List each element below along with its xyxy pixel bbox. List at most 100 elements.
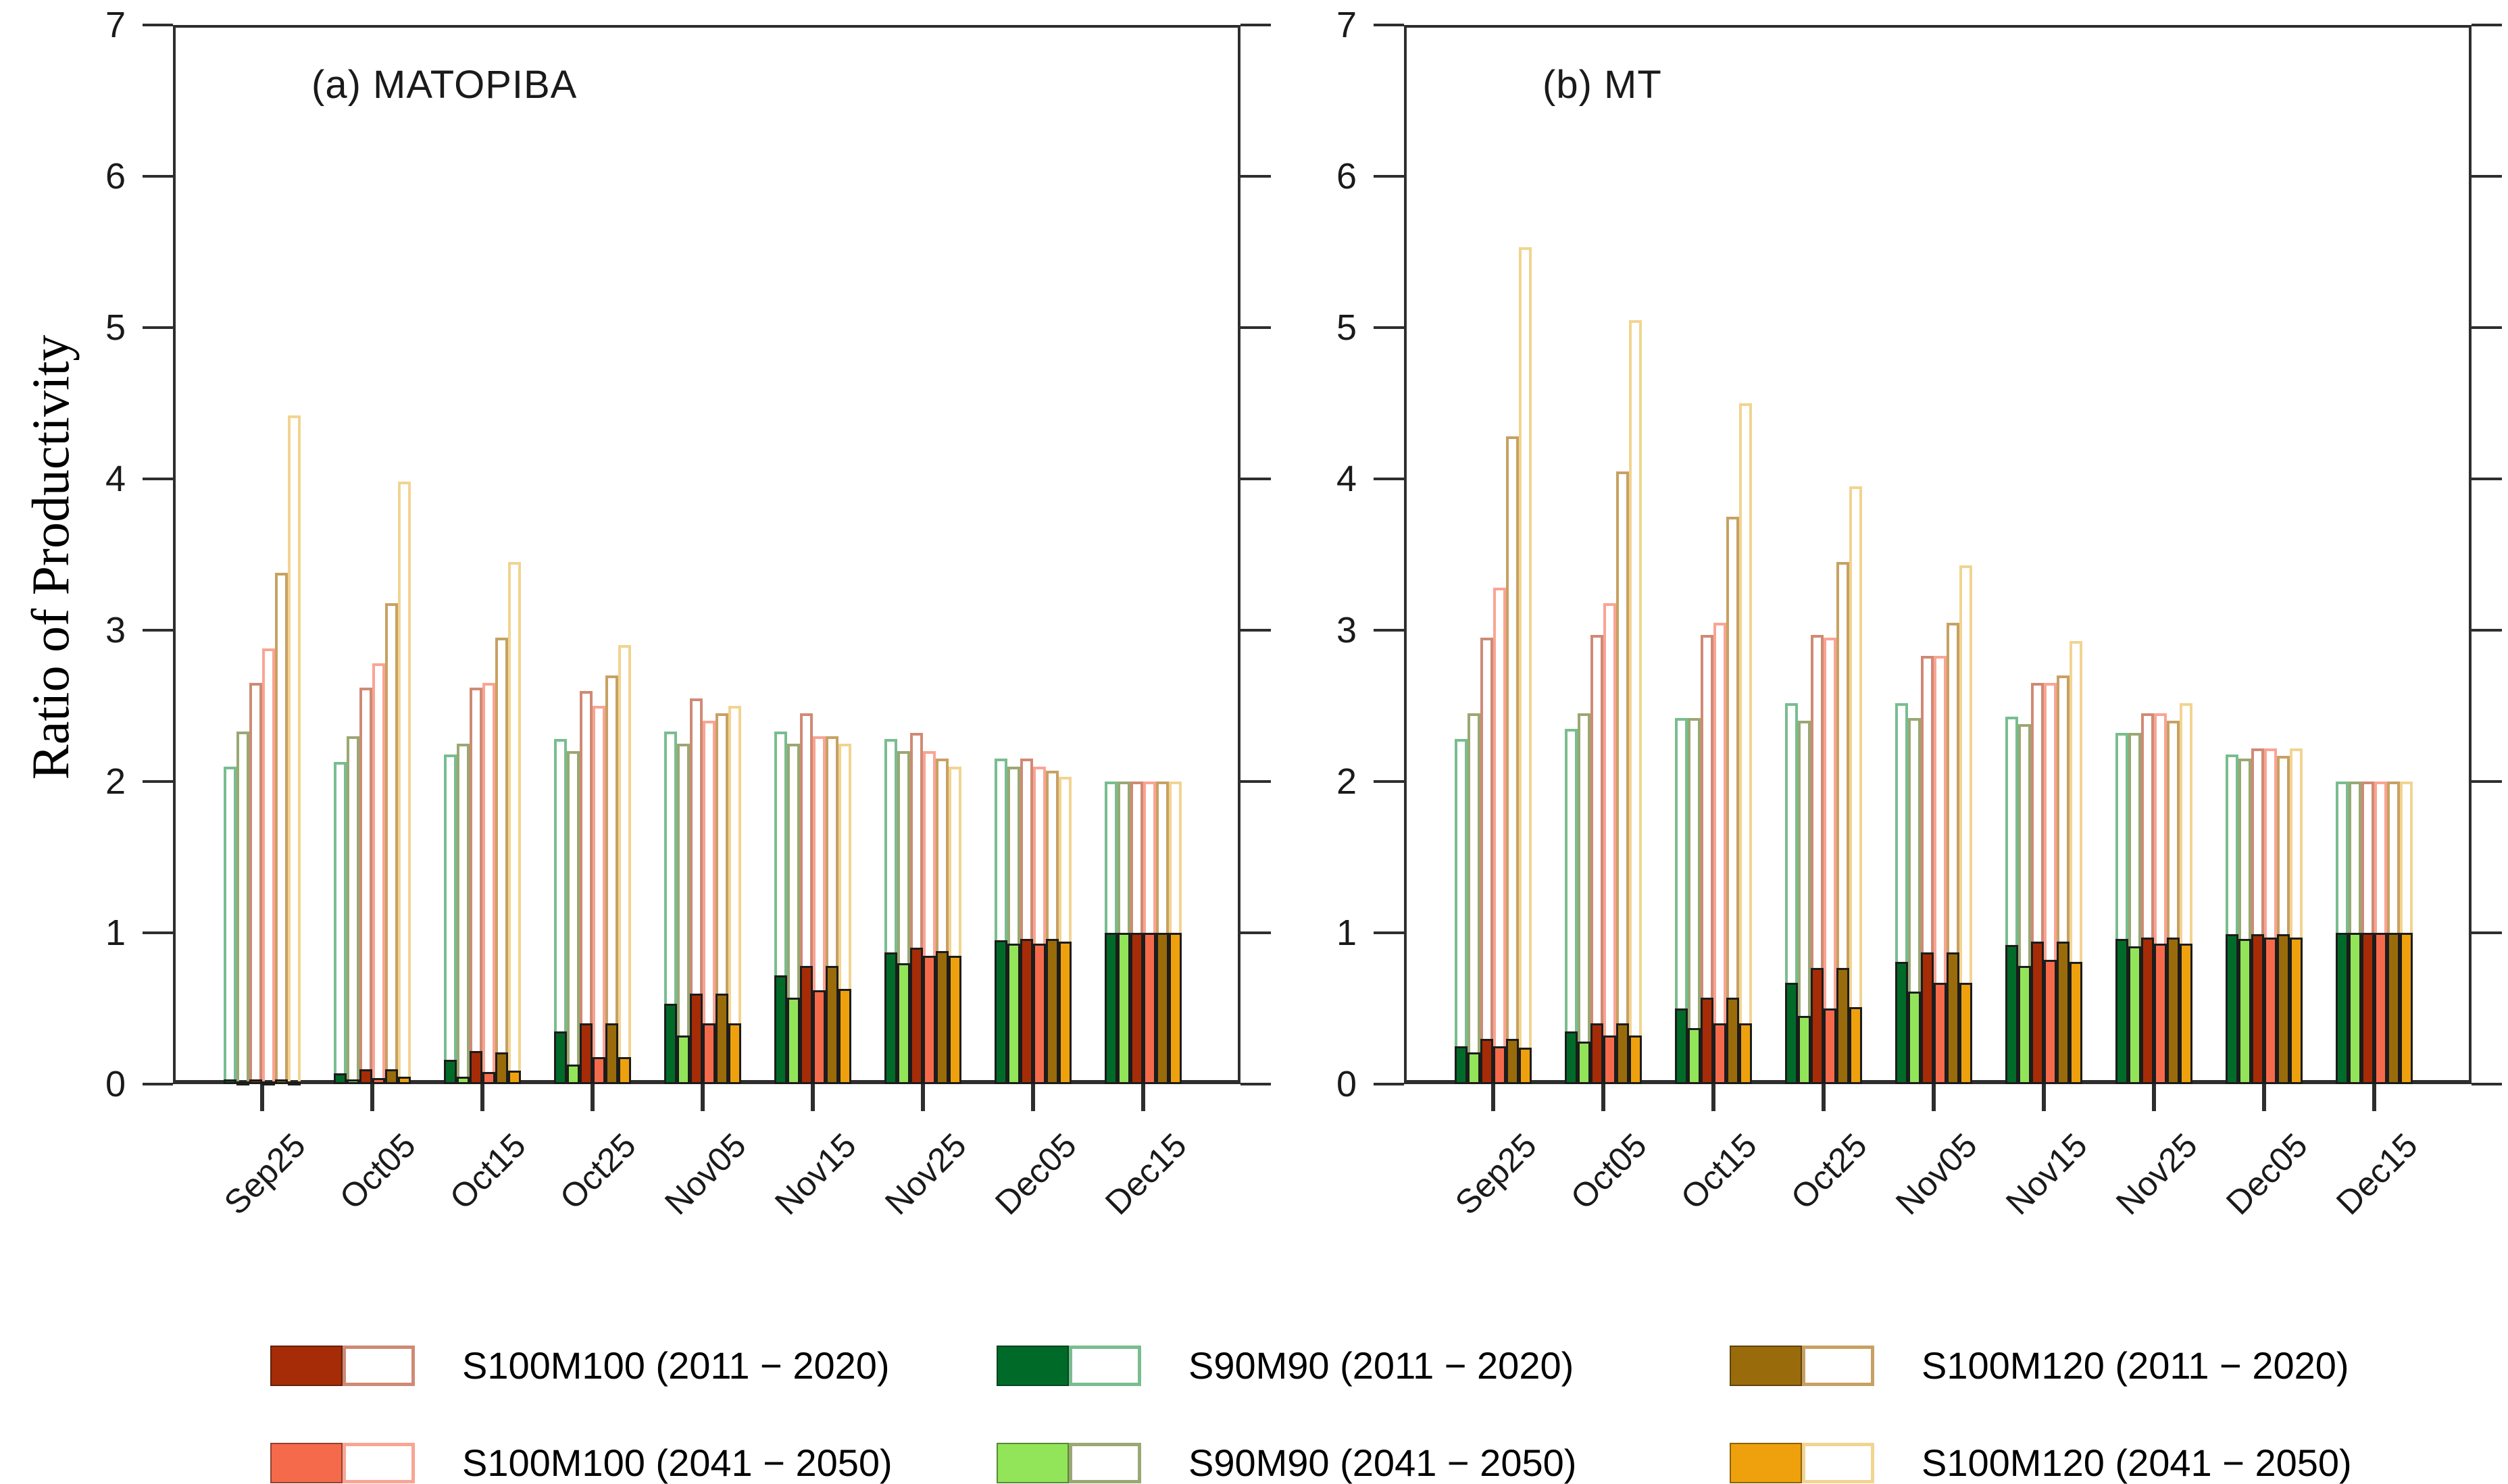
bar-hollow-S100M100_2041	[593, 706, 605, 1084]
bar-hollow-S100M120_2011	[826, 736, 838, 1084]
bar-filled-S100M120_2041	[1059, 942, 1072, 1084]
bar-filled-S100M100_2011	[1020, 938, 1033, 1084]
bar-hollow-S90M90_2041	[2018, 723, 2031, 1084]
x-tick-mark	[2042, 1084, 2046, 1111]
y-tick-mark-right	[1240, 175, 1271, 178]
bar-filled-S100M120_2011	[1836, 967, 1849, 1084]
y-tick-label: 3	[1336, 610, 1357, 650]
bar-filled-S100M100_2011	[2361, 933, 2374, 1084]
legend-entry-S90M90_2011: S90M90 (2011 − 2020)	[997, 1344, 1706, 1387]
bar-hollow-S90M90_2011	[664, 732, 677, 1084]
bar-filled-S90M90_2041	[787, 998, 800, 1084]
y-tick-label: 1	[105, 913, 126, 953]
bar-filled-S90M90_2011	[2226, 934, 2238, 1084]
bar-hollow-S100M100_2011	[1020, 759, 1033, 1084]
legend-swatch-hollow-S100M120_2041	[1802, 1443, 1874, 1483]
bar-hollow-S90M90_2041	[236, 732, 249, 1084]
bar-filled-S100M120_2041	[2180, 943, 2192, 1084]
bar-filled-S100M120_2041	[728, 1023, 741, 1084]
bar-hollow-S100M120_2041	[728, 706, 741, 1084]
bar-hollow-S100M100_2041	[2044, 683, 2057, 1084]
bar-filled-S100M120_2041	[618, 1056, 631, 1084]
bar-filled-S90M90_2011	[1675, 1008, 1688, 1084]
bar-hollow-S100M120_2041	[838, 744, 851, 1084]
y-tick-label: 7	[1336, 5, 1357, 45]
x-tick-mark	[811, 1084, 815, 1111]
bar-filled-S100M120_2011	[1046, 938, 1059, 1084]
bar-hollow-S100M100_2011	[1811, 634, 1824, 1084]
bar-hollow-S90M90_2011	[774, 732, 787, 1084]
bar-hollow-S90M90_2041	[1578, 713, 1590, 1084]
bar-hollow-S90M90_2011	[884, 739, 897, 1084]
bar-filled-S100M120_2041	[1169, 933, 1182, 1084]
bar-filled-S100M120_2011	[1947, 952, 1959, 1084]
bar-filled-S100M120_2011	[1726, 998, 1739, 1084]
bar-hollow-S100M100_2011	[359, 688, 372, 1084]
bar-hollow-S100M100_2041	[2154, 713, 2167, 1084]
y-tick-mark	[1374, 478, 1404, 480]
bar-hollow-S90M90_2041	[677, 744, 690, 1084]
bar-hollow-S100M100_2011	[910, 733, 923, 1084]
bar-filled-S100M120_2011	[2167, 937, 2180, 1084]
bar-hollow-S100M120_2041	[949, 766, 961, 1084]
bar-hollow-S90M90_2011	[554, 739, 567, 1084]
bar-hollow-S100M100_2041	[372, 663, 385, 1084]
x-tick-mark	[1932, 1084, 1936, 1111]
legend-label: S90M90 (2041 − 2050)	[1188, 1441, 1577, 1484]
bar-filled-S90M90_2011	[554, 1031, 567, 1084]
legend-entry-S100M120_2011: S100M120 (2011 − 2020)	[1730, 1344, 2439, 1387]
bar-filled-S90M90_2011	[2336, 933, 2349, 1084]
bar-filled-S90M90_2011	[444, 1060, 457, 1084]
bar-filled-S100M100_2041	[1493, 1046, 1506, 1084]
bar-hollow-S100M120_2041	[1739, 403, 1752, 1084]
legend-swatch-hollow-S100M120_2011	[1802, 1346, 1874, 1386]
y-tick-mark-right	[2472, 24, 2502, 26]
bar-filled-S100M120_2041	[2400, 933, 2413, 1084]
bar-filled-S100M120_2041	[398, 1076, 411, 1084]
bar-filled-S100M120_2011	[1616, 1023, 1629, 1084]
bar-hollow-S90M90_2011	[1675, 717, 1688, 1084]
bar-hollow-S100M100_2041	[1493, 588, 1506, 1084]
x-tick-mark	[1141, 1084, 1145, 1111]
bar-filled-S90M90_2011	[774, 975, 787, 1084]
bar-hollow-S100M100_2041	[482, 683, 495, 1084]
bar-filled-S100M100_2041	[2154, 943, 2167, 1084]
bar-filled-S100M100_2011	[359, 1069, 372, 1084]
bar-hollow-S100M100_2011	[1480, 638, 1493, 1084]
y-tick-mark	[143, 629, 173, 632]
bar-filled-S100M120_2041	[2290, 937, 2303, 1084]
bar-hollow-S90M90_2041	[897, 751, 910, 1084]
bar-filled-S100M120_2011	[275, 1079, 288, 1084]
bar-filled-S100M100_2011	[690, 993, 703, 1084]
bar-hollow-S100M120_2011	[1726, 517, 1739, 1084]
bar-hollow-S100M100_2011	[2141, 713, 2154, 1084]
bar-hollow-S100M100_2041	[703, 721, 716, 1084]
y-tick-mark-right	[2472, 629, 2502, 632]
bar-hollow-S100M120_2011	[1046, 771, 1059, 1084]
bar-filled-S100M100_2011	[800, 966, 813, 1084]
y-tick-mark	[143, 1083, 173, 1085]
bar-filled-S100M100_2011	[580, 1023, 593, 1084]
bar-hollow-S100M120_2041	[288, 415, 301, 1084]
bar-filled-S100M120_2041	[838, 988, 851, 1084]
bar-hollow-S90M90_2011	[1565, 728, 1578, 1084]
y-tick-mark-right	[1240, 24, 1271, 26]
bar-filled-S100M100_2011	[1811, 967, 1824, 1084]
y-tick-mark	[1374, 175, 1404, 178]
y-tick-mark-right	[2472, 175, 2502, 178]
bar-filled-S90M90_2041	[1578, 1042, 1590, 1084]
x-tick-mark	[260, 1084, 264, 1111]
legend-swatch-filled-S90M90_2041	[997, 1443, 1069, 1483]
y-tick-mark-right	[2472, 931, 2502, 934]
bar-hollow-S100M100_2011	[1921, 656, 1934, 1084]
y-tick-mark	[143, 780, 173, 783]
y-tick-mark	[1374, 1083, 1404, 1085]
bar-filled-S100M100_2041	[1934, 982, 1947, 1084]
y-tick-label: 5	[105, 307, 126, 348]
bar-filled-S100M100_2041	[372, 1078, 385, 1084]
bar-filled-S100M120_2041	[1959, 982, 1972, 1084]
x-tick-mark	[591, 1084, 595, 1111]
bar-hollow-S90M90_2041	[2238, 759, 2251, 1084]
bar-filled-S100M100_2041	[1143, 933, 1156, 1084]
bar-hollow-S100M120_2011	[716, 713, 728, 1084]
